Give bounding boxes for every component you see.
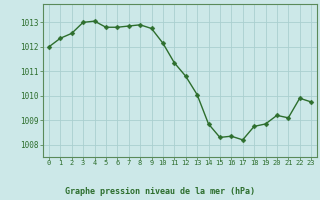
Text: Graphe pression niveau de la mer (hPa): Graphe pression niveau de la mer (hPa) — [65, 187, 255, 196]
